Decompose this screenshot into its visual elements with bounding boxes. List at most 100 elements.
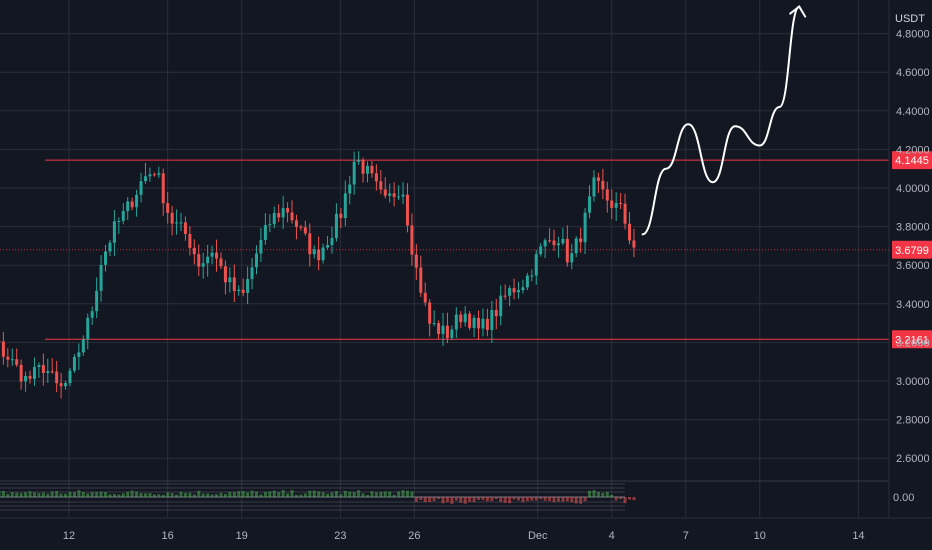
indicator-bar bbox=[1, 490, 5, 497]
candle-body bbox=[388, 193, 392, 196]
indicator-bar bbox=[348, 491, 352, 497]
candle bbox=[64, 380, 68, 390]
indicator-bar bbox=[574, 497, 578, 504]
candle bbox=[592, 170, 596, 202]
candle bbox=[539, 243, 543, 257]
candle-body bbox=[259, 239, 263, 254]
candle-body bbox=[530, 275, 534, 277]
candle bbox=[250, 257, 254, 290]
price-axis[interactable]: 4.8000 4.6000 4.4000 4.2000 4.0000 3.8000 3.60… bbox=[896, 29, 930, 466]
x-tick-label: 19 bbox=[236, 530, 248, 542]
x-tick-label: Dec bbox=[528, 530, 548, 542]
candle bbox=[197, 244, 201, 276]
candle-body bbox=[441, 325, 445, 334]
candle bbox=[139, 172, 143, 203]
indicator-bar bbox=[130, 490, 134, 497]
candle bbox=[605, 181, 609, 213]
candle-body bbox=[401, 194, 405, 197]
candle-body bbox=[459, 314, 463, 323]
indicator-bar bbox=[192, 494, 196, 497]
candle bbox=[237, 285, 241, 296]
indicator-bar bbox=[374, 492, 378, 497]
candle bbox=[286, 202, 290, 223]
candle-body bbox=[170, 212, 174, 224]
candle bbox=[254, 245, 258, 275]
candle bbox=[206, 244, 210, 277]
candle bbox=[512, 278, 516, 300]
candle-body bbox=[556, 243, 560, 246]
candle-body bbox=[1, 341, 5, 357]
indicator-bar bbox=[445, 497, 449, 503]
horizontal-levels[interactable]: 4.1445 3.2161 3.6799 bbox=[0, 151, 932, 349]
candle-body bbox=[228, 277, 232, 283]
candle bbox=[561, 227, 565, 246]
candle bbox=[308, 223, 312, 267]
time-axis[interactable]: 12 16 19 23 26 Dec 4 7 10 14 bbox=[63, 530, 865, 542]
indicator-bar bbox=[379, 491, 383, 497]
candle bbox=[215, 239, 219, 272]
indicator-bar bbox=[250, 490, 254, 497]
candle bbox=[552, 229, 556, 251]
y-tick-label: 2.6000 bbox=[896, 453, 930, 465]
indicator-bar bbox=[50, 491, 54, 497]
indicator-bar bbox=[104, 492, 108, 497]
candle-body bbox=[357, 160, 361, 162]
candle-body bbox=[565, 238, 569, 263]
indicator-bar bbox=[357, 490, 361, 497]
candle bbox=[6, 348, 10, 368]
indicator-bar bbox=[299, 494, 303, 497]
indicator-bar bbox=[201, 493, 205, 497]
candle-body bbox=[41, 365, 45, 373]
indicator-bar bbox=[206, 493, 210, 497]
indicator-bar bbox=[508, 497, 512, 504]
indicator-bar bbox=[516, 497, 520, 501]
candle-body bbox=[516, 290, 520, 293]
candle bbox=[543, 238, 547, 258]
indicator-bar bbox=[556, 497, 560, 502]
candle-body bbox=[294, 220, 298, 227]
y-tick-label: 4.2000 bbox=[896, 144, 930, 156]
candle bbox=[99, 255, 103, 302]
candle bbox=[481, 308, 485, 337]
candle bbox=[294, 214, 298, 240]
candle-body bbox=[423, 292, 427, 303]
indicator-bar bbox=[183, 492, 187, 497]
candle-body bbox=[10, 359, 14, 361]
indicator-bar bbox=[521, 497, 525, 503]
candle-body bbox=[81, 339, 85, 353]
indicator-bar bbox=[170, 493, 174, 497]
candle bbox=[574, 236, 578, 258]
indicator-bar bbox=[143, 493, 147, 497]
candle bbox=[268, 214, 272, 233]
candle bbox=[303, 220, 307, 236]
indicator-bar bbox=[148, 493, 152, 497]
candle-body bbox=[72, 356, 76, 371]
indicator-bar bbox=[157, 494, 161, 497]
candle-body bbox=[632, 240, 636, 248]
candle bbox=[556, 236, 560, 258]
support-level-badge bbox=[892, 330, 932, 349]
indicator-bar bbox=[628, 497, 632, 500]
projection-path bbox=[641, 5, 807, 236]
candle bbox=[24, 371, 28, 392]
indicator-bar bbox=[543, 497, 547, 501]
indicator-bar bbox=[419, 497, 423, 501]
indicator-bar bbox=[454, 497, 458, 501]
candle-body bbox=[392, 193, 396, 197]
candle-body bbox=[374, 173, 378, 182]
candle-body bbox=[383, 189, 387, 196]
indicator-bar bbox=[383, 491, 387, 497]
candle-body bbox=[596, 177, 600, 181]
indicator-bar bbox=[86, 493, 90, 497]
indicator-bar bbox=[72, 492, 76, 497]
candle-body bbox=[237, 289, 241, 292]
candle bbox=[401, 182, 405, 205]
candle bbox=[490, 300, 494, 343]
candle bbox=[179, 212, 183, 232]
x-tick-label: 7 bbox=[683, 530, 689, 542]
candle bbox=[601, 168, 605, 200]
indicator-bar bbox=[539, 497, 543, 500]
candle-body bbox=[77, 352, 81, 357]
y-tick-label: 3.4000 bbox=[896, 299, 930, 311]
